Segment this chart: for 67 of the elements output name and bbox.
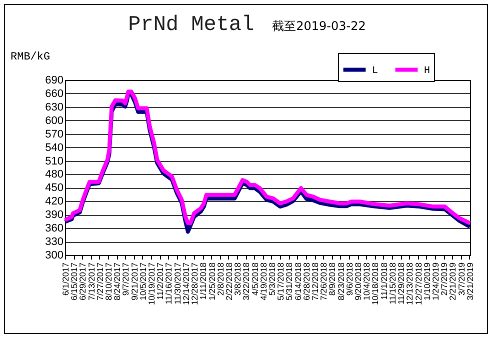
x-tick-label: 7/26/2018: [318, 262, 329, 300]
x-tick-label: 10/19/2017: [146, 262, 157, 306]
x-tick-label: 9/21/2017: [129, 262, 140, 300]
x-tick-label: 10/4/2018: [362, 262, 372, 300]
x-tick-label: 12/13/2018: [404, 262, 415, 306]
x-tick-label: 6/28/2018: [301, 262, 312, 300]
x-tick-label: 2/7/2019: [439, 262, 450, 296]
y-tick-label: 300: [45, 250, 64, 262]
y-tick-label: 330: [45, 236, 64, 248]
x-tick-label: 9/6/2018: [344, 262, 354, 296]
legend-label: H: [424, 66, 430, 77]
y-tick-label: 660: [45, 88, 64, 100]
y-tick-label: 570: [45, 128, 64, 140]
legend-label: L: [372, 66, 378, 77]
x-tick-label: 3/8/2018: [232, 262, 243, 296]
x-tick-label: 3/22/2018: [241, 262, 252, 300]
y-tick-label: 600: [45, 114, 64, 127]
y-tick-label: 630: [45, 101, 64, 114]
y-tick-label: 480: [45, 168, 64, 181]
y-axis-title: RMB/kG: [10, 52, 50, 64]
x-tick-label: 11/1/2018: [378, 262, 389, 300]
y-tick-label: 450: [45, 182, 64, 194]
x-tick-label: 8/9/2018: [327, 262, 338, 296]
x-tick-label: 5/3/2018: [266, 262, 277, 296]
x-tick-label: 6/29/2017: [78, 262, 88, 300]
x-tick-label: 6/14/2018: [292, 262, 303, 300]
x-tick-label: 5/31/2018: [284, 262, 294, 300]
x-tick-label: 1/10/2019: [422, 262, 432, 300]
x-tick-label: 1/11/2018: [198, 262, 208, 300]
x-tick-label: 11/15/2018: [387, 262, 398, 304]
x-tick-label: 8/24/2017: [112, 262, 122, 300]
x-tick-label: 12/28/2017: [190, 262, 200, 306]
y-tick-label: 420: [45, 196, 64, 208]
x-tick-label: 4/19/2018: [258, 262, 268, 300]
x-tick-label: 10/18/2018: [370, 262, 380, 306]
y-tick-label: 540: [45, 142, 64, 154]
y-tick-label: 690: [45, 74, 64, 86]
x-tick-label: 6/1/2017: [60, 262, 70, 296]
x-tick-label: 12/27/2018: [413, 262, 424, 306]
x-tick-label: 6/15/2017: [69, 262, 80, 300]
x-tick-label: 2/21/2019: [448, 262, 458, 300]
x-tick-label: 10/5/2017: [138, 262, 148, 300]
y-tick-label: 390: [45, 209, 64, 222]
chart-title: PrNd Metal: [128, 14, 254, 37]
x-tick-label: 1/24/2019: [430, 262, 440, 300]
x-tick-label: 7/12/2018: [310, 262, 320, 300]
x-tick-label: 11/29/2018: [396, 262, 406, 304]
x-tick-label: 3/21/2019: [464, 262, 475, 300]
x-tick-label: 2/22/2018: [224, 262, 234, 300]
x-tick-label: 8/23/2018: [336, 262, 346, 300]
x-tick-label: 11/2/2017: [155, 262, 166, 300]
y-tick-label: 510: [45, 155, 64, 168]
x-tick-label: 9/20/2018: [353, 262, 364, 300]
chart-subtitle: 截至2019-03-22: [272, 19, 366, 33]
x-tick-label: 7/27/2017: [94, 262, 105, 300]
x-tick-label: 7/13/2017: [86, 262, 96, 300]
x-tick-label: 1/25/2018: [206, 262, 217, 300]
x-tick-label: 9/7/2017: [120, 262, 131, 296]
x-tick-label: 8/10/2017: [104, 262, 114, 300]
x-tick-label: 12/14/2017: [180, 262, 191, 306]
x-tick-label: 5/17/2018: [276, 262, 286, 300]
x-tick-label: 4/5/2018: [250, 262, 260, 296]
x-tick-label: 2/8/2018: [215, 262, 226, 296]
x-tick-label: 3/7/2019: [456, 262, 466, 296]
x-tick-label: 11/30/2017: [172, 262, 182, 304]
x-tick-label: 11/16/2017: [164, 262, 174, 304]
y-tick-label: 360: [45, 222, 64, 235]
